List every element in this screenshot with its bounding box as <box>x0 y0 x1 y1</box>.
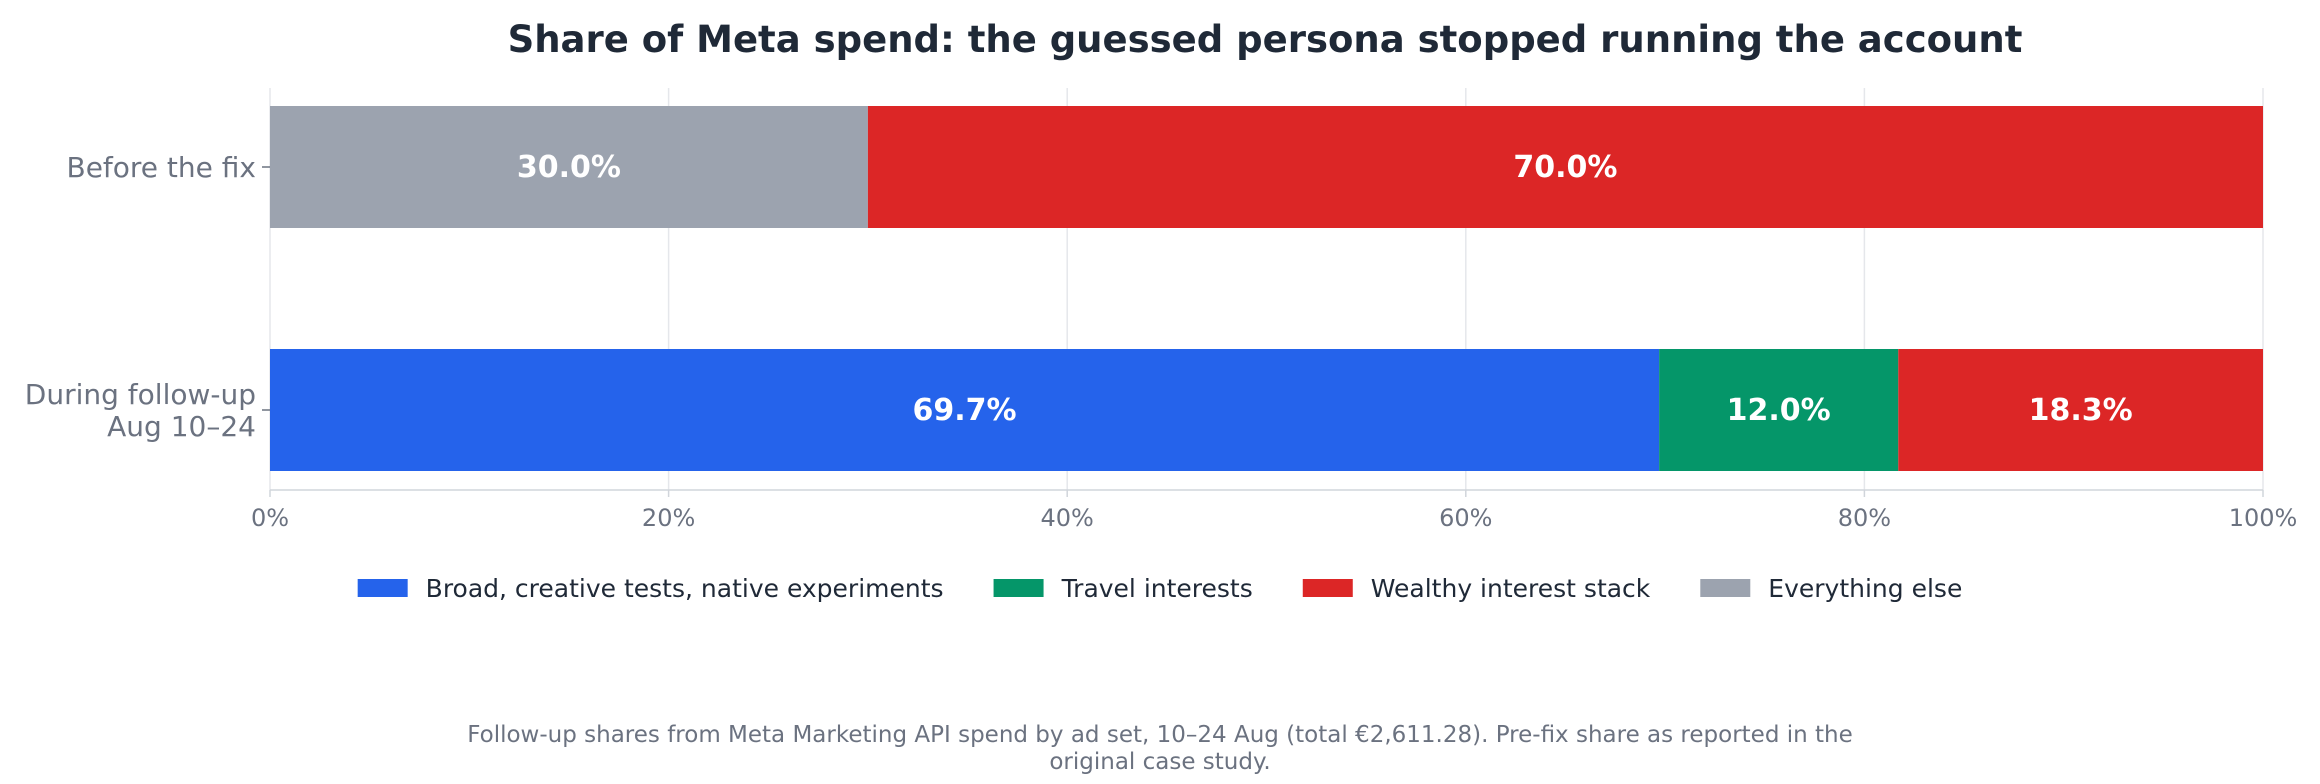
bar-value-label: 69.7% <box>913 393 1017 428</box>
legend-swatch <box>1700 579 1751 597</box>
legend-label: Wealthy interest stack <box>1371 574 1651 603</box>
x-tick-label: 20% <box>642 504 695 532</box>
bar-value-label: 18.3% <box>2029 393 2133 428</box>
bar-segment <box>867 106 2263 228</box>
x-tick-label: 100% <box>2229 504 2298 532</box>
footnote-line: Follow-up shares from Meta Marketing API… <box>467 722 1853 748</box>
x-tick-label: 40% <box>1041 504 1094 532</box>
legend-label: Everything else <box>1768 574 1962 603</box>
x-tick-label: 60% <box>1439 504 1492 532</box>
y-category-label: Aug 10–24 <box>107 410 256 443</box>
y-category-label: Before the fix <box>66 151 256 184</box>
bar-segment <box>270 349 1660 471</box>
bar-segment <box>1659 349 1899 471</box>
x-tick-label: 80% <box>1838 504 1891 532</box>
legend-swatch <box>993 579 1044 597</box>
axes: 0% 20% 40% 60% 80% 100% Before the fix During f… <box>25 151 2298 532</box>
legend-label: Travel interests <box>1061 574 1253 603</box>
chart-title: Share of Meta spend: the guessed persona… <box>508 18 2023 61</box>
bar-value-label: 30.0% <box>517 150 621 185</box>
bar-segment <box>270 106 868 228</box>
footnote: Follow-up shares from Meta Marketing API… <box>467 722 1853 775</box>
bar-segment <box>1898 349 2263 471</box>
legend-swatch <box>357 579 408 597</box>
y-category-label: During follow-up <box>25 378 256 411</box>
legend-label: Broad, creative tests, native experiment… <box>426 574 944 603</box>
bars: 30.0% 70.0% 69.7% 12.0% 18.3% <box>270 106 2263 471</box>
bar-value-label: 70.0% <box>1513 150 1617 185</box>
x-tick-label: 0% <box>251 504 289 532</box>
legend-swatch <box>1302 579 1353 597</box>
footnote-line: original case study. <box>1049 749 1270 775</box>
bar-value-label: 12.0% <box>1727 393 1831 428</box>
legend: Broad, creative tests, native experiment… <box>357 574 1962 603</box>
